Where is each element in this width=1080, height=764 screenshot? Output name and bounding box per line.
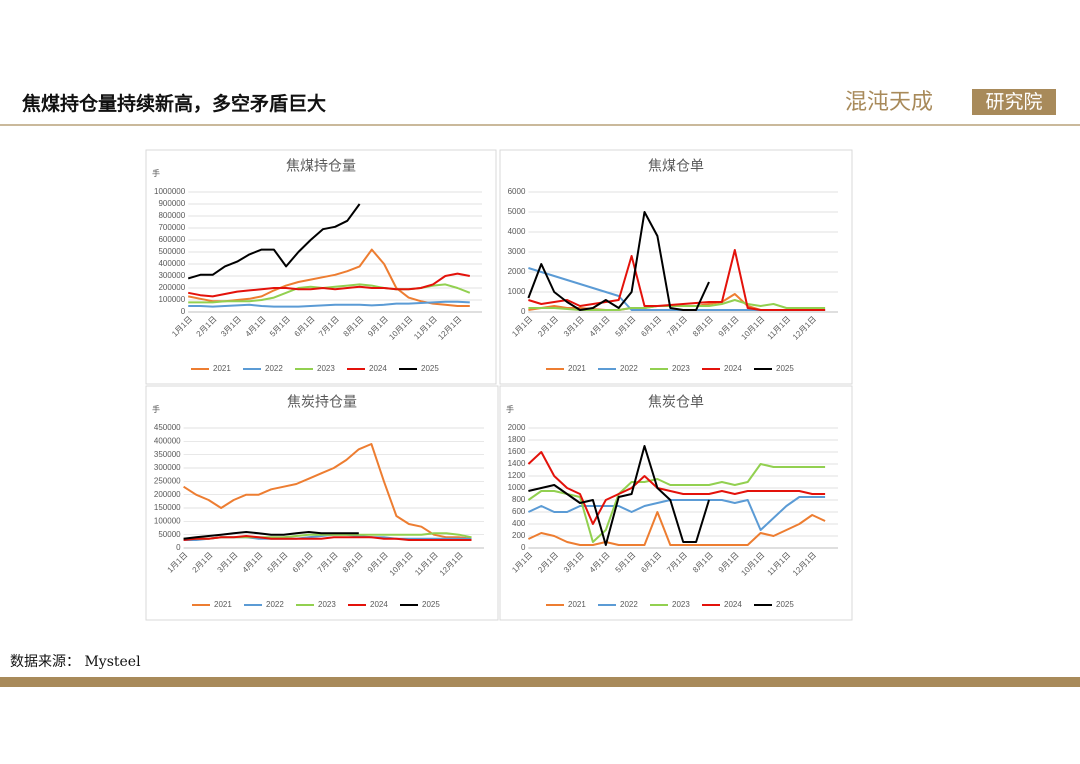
y-tick-label: 0 [181, 307, 186, 316]
legend-label: 2022 [265, 364, 283, 373]
logo-box-text: 研究院 [985, 91, 1042, 113]
y-tick-label: 400000 [158, 259, 185, 268]
series-line [183, 531, 359, 540]
legend-label: 2022 [266, 600, 284, 609]
y-tick-label: 500000 [158, 247, 185, 256]
y-tick-label: 400000 [154, 436, 181, 445]
legend-label: 2025 [776, 364, 794, 373]
y-tick-label: 2000 [508, 267, 526, 276]
y-tick-label: 1000 [508, 287, 526, 296]
chart-title: 焦炭仓单 [648, 394, 704, 410]
y-tick-label: 1600 [508, 447, 526, 456]
y-tick-label: 700000 [158, 223, 185, 232]
chart-frame [499, 385, 853, 621]
legend-label: 2025 [776, 600, 794, 609]
y-unit: 手 [152, 168, 160, 178]
y-tick-label: 150000 [154, 503, 181, 512]
y-tick-label: 100000 [154, 516, 181, 525]
legend-label: 2022 [620, 600, 638, 609]
y-tick-label: 200 [512, 531, 526, 540]
legend-label: 2024 [369, 364, 387, 373]
legend-label: 2025 [422, 600, 440, 609]
y-unit: 手 [152, 404, 160, 414]
source: 数据来源： Mysteel [10, 654, 141, 670]
legend-label: 2023 [672, 600, 690, 609]
chart-frame [499, 149, 853, 385]
y-tick-label: 600 [512, 507, 526, 516]
series-line [528, 249, 826, 311]
y-tick-label: 450000 [154, 423, 181, 432]
legend-label: 2021 [213, 364, 231, 373]
legend-label: 2024 [724, 600, 742, 609]
y-tick-label: 200000 [158, 283, 185, 292]
series-line [183, 535, 472, 541]
slide-title: 焦煤持仓量持续新高，多空矛盾巨大 [21, 92, 326, 115]
series-line [528, 445, 710, 546]
y-tick-label: 400 [512, 519, 526, 528]
legend-label: 2021 [568, 364, 586, 373]
chart-title: 焦煤持仓量 [286, 158, 356, 174]
y-tick-label: 100000 [158, 295, 185, 304]
series-line [187, 203, 361, 280]
y-tick-label: 1400 [508, 459, 526, 468]
legend-label: 2025 [421, 364, 439, 373]
series-line [188, 300, 470, 308]
chart-frame [145, 149, 497, 385]
y-tick-label: 5000 [508, 207, 526, 216]
legend-label: 2021 [214, 600, 232, 609]
y-tick-label: 200000 [154, 490, 181, 499]
logo-text: 混沌天成 [845, 90, 933, 115]
chart-title: 焦煤仓单 [648, 158, 704, 174]
series-line [527, 463, 826, 543]
legend-label: 2023 [317, 364, 335, 373]
footer-bar [0, 677, 1080, 687]
series-line [188, 272, 470, 298]
legend-label: 2024 [370, 600, 388, 609]
y-tick-label: 1000000 [154, 187, 186, 196]
y-tick-label: 4000 [508, 227, 526, 236]
legend-label: 2022 [620, 364, 638, 373]
y-tick-label: 800 [512, 495, 526, 504]
legend-label: 2023 [672, 364, 690, 373]
y-tick-label: 0 [521, 543, 526, 552]
chart-frame [145, 385, 499, 621]
y-unit: 手 [506, 404, 514, 414]
legend-label: 2021 [568, 600, 586, 609]
y-tick-label: 350000 [154, 450, 181, 459]
chart-title: 焦炭持仓量 [287, 394, 357, 410]
y-tick-label: 1000 [508, 483, 526, 492]
series-line [527, 451, 826, 525]
y-tick-label: 6000 [508, 187, 526, 196]
legend-label: 2024 [724, 364, 742, 373]
logo-box [972, 89, 1056, 115]
y-tick-label: 50000 [158, 530, 181, 539]
y-tick-label: 900000 [158, 199, 185, 208]
y-tick-label: 600000 [158, 235, 185, 244]
y-tick-label: 2000 [508, 423, 526, 432]
y-tick-label: 1200 [508, 471, 526, 480]
series-line [527, 511, 826, 546]
y-tick-label: 0 [521, 307, 526, 316]
series-line [527, 211, 710, 311]
y-tick-label: 300000 [158, 271, 185, 280]
series-line [527, 496, 826, 531]
y-tick-label: 1800 [508, 435, 526, 444]
y-tick-label: 800000 [158, 211, 185, 220]
series-line [183, 443, 472, 540]
y-tick-label: 0 [176, 543, 181, 552]
y-tick-label: 250000 [154, 476, 181, 485]
legend-label: 2023 [318, 600, 336, 609]
y-tick-label: 3000 [508, 247, 526, 256]
y-tick-label: 300000 [154, 463, 181, 472]
